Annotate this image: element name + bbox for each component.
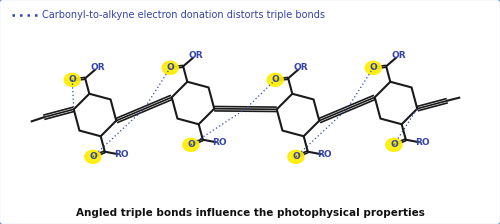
Text: RO: RO <box>114 150 129 159</box>
Text: O: O <box>370 63 377 72</box>
Ellipse shape <box>366 61 382 74</box>
Text: O: O <box>390 140 398 149</box>
Text: RO: RO <box>317 150 332 159</box>
Ellipse shape <box>162 61 178 74</box>
Text: RO: RO <box>415 138 430 147</box>
Text: O: O <box>89 152 97 161</box>
Text: O: O <box>292 152 300 161</box>
Text: OR: OR <box>188 51 204 60</box>
Text: O: O <box>272 75 279 84</box>
Ellipse shape <box>288 150 304 163</box>
Text: O: O <box>68 75 76 84</box>
Text: Angled triple bonds influence the photophysical properties: Angled triple bonds influence the photop… <box>76 208 424 218</box>
Text: OR: OR <box>294 63 308 72</box>
Ellipse shape <box>85 150 101 163</box>
Ellipse shape <box>64 73 80 86</box>
Text: O: O <box>166 63 174 72</box>
Ellipse shape <box>183 138 199 151</box>
Text: RO: RO <box>212 138 227 147</box>
Text: O: O <box>187 140 195 149</box>
Ellipse shape <box>386 138 402 151</box>
Text: Carbonyl-to-alkyne electron donation distorts triple bonds: Carbonyl-to-alkyne electron donation dis… <box>42 10 325 20</box>
Text: OR: OR <box>90 63 106 72</box>
Ellipse shape <box>268 73 283 86</box>
Text: OR: OR <box>392 51 406 60</box>
